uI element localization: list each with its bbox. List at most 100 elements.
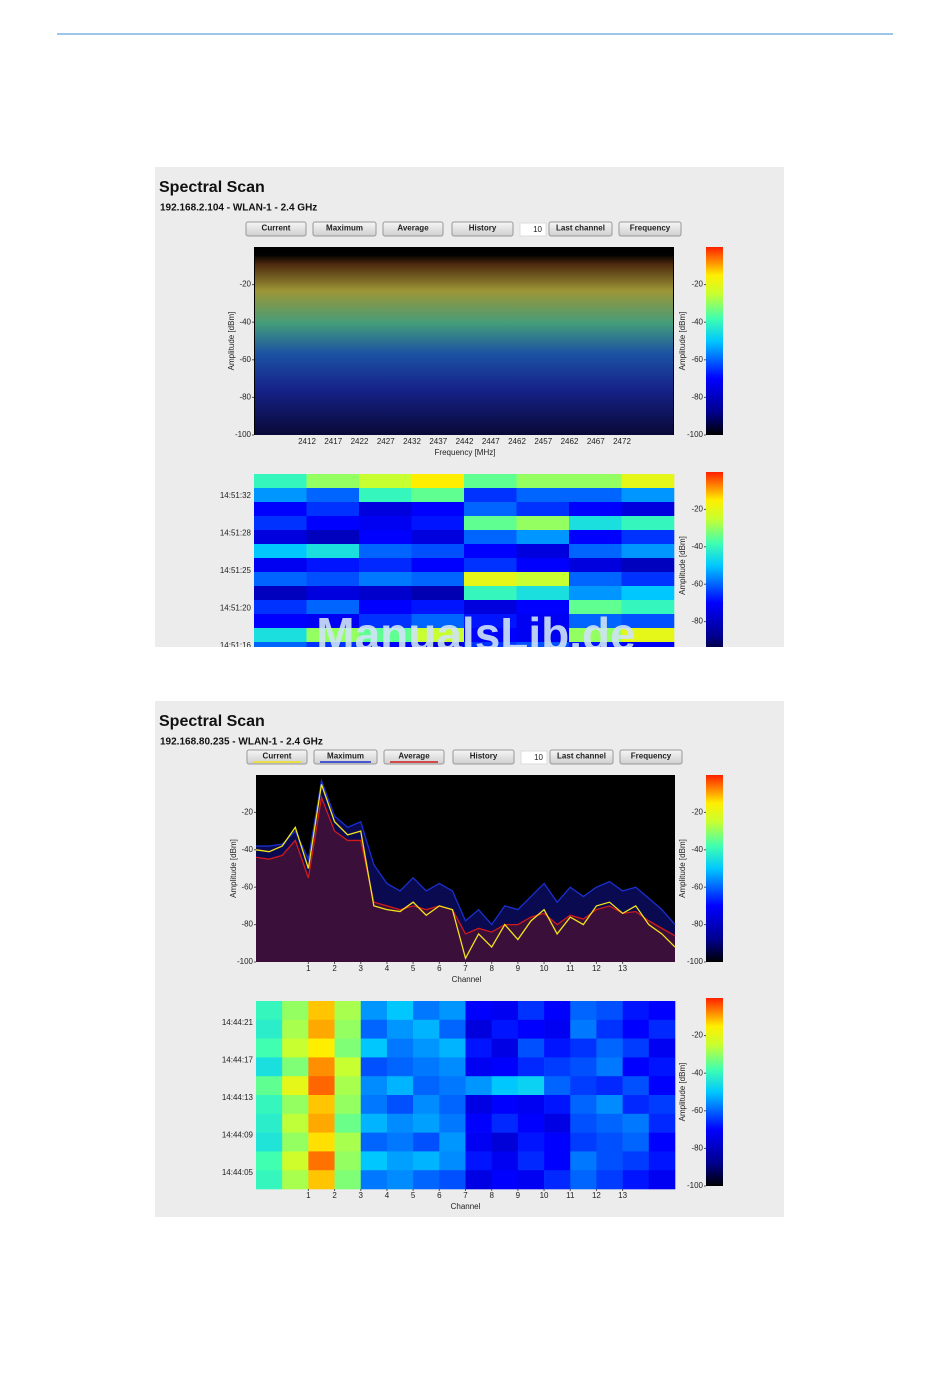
x-tick-label: 2462 [561, 437, 579, 446]
colorbar-tick-label: -80 [691, 920, 703, 929]
heatmap-cell [596, 1151, 623, 1171]
heatmap-cell [254, 656, 307, 670]
x-tick-label: 13 [618, 1191, 627, 1200]
colorbar [706, 998, 723, 1186]
heatmap-cell [569, 586, 622, 601]
button-label[interactable]: Maximum [326, 224, 363, 233]
button-label[interactable]: Average [398, 752, 430, 761]
heatmap-cell [621, 488, 675, 503]
x-tick-label: 2412 [298, 437, 316, 446]
heatmap-cell [622, 1001, 650, 1021]
button-label[interactable]: Current [263, 752, 292, 761]
x-tick-label: 12 [592, 964, 601, 973]
heatmap-cell [359, 614, 412, 629]
heatmap-cell [386, 1113, 414, 1133]
heatmap-cell [254, 530, 307, 545]
heatmap-cell [308, 1019, 335, 1039]
button[interactable] [246, 749, 308, 765]
x-tick-label: 10 [540, 964, 549, 973]
button[interactable] [312, 221, 377, 237]
button[interactable] [618, 221, 682, 237]
button[interactable] [313, 749, 378, 765]
x-tick-label: 2442 [456, 437, 474, 446]
heatmap-cell [254, 516, 307, 531]
button-label[interactable]: History [470, 752, 498, 761]
heatmap-cell [516, 530, 570, 545]
heatmap-cell [516, 586, 570, 601]
x-tick-label: 9 [516, 964, 521, 973]
heatmap-cell [491, 1019, 519, 1039]
button[interactable] [452, 749, 515, 765]
heatmap-cell [648, 1057, 676, 1077]
y-tick-label: -80 [241, 920, 253, 929]
y-tick-label: -20 [239, 280, 251, 289]
x-axis-label: Channel [451, 1202, 481, 1211]
heatmap-cell [413, 1151, 440, 1171]
heatmap-cell [282, 1095, 309, 1115]
heatmap-cell [256, 1132, 283, 1152]
series-area [256, 797, 675, 962]
button-label[interactable]: Frequency [630, 224, 671, 233]
heatmap-cell [464, 656, 517, 670]
button[interactable] [383, 749, 445, 765]
button[interactable] [548, 221, 613, 237]
heatmap-cell [334, 1113, 362, 1133]
heatmap-cell [465, 1170, 492, 1190]
button-label[interactable]: Frequency [631, 752, 672, 761]
button-label[interactable]: Last channel [556, 224, 605, 233]
heatmap-cell [621, 474, 675, 489]
heatmap-cell [254, 614, 307, 629]
heatmap-cell [465, 1038, 492, 1058]
count-input-value[interactable]: 10 [533, 225, 542, 234]
heatmap-cell [411, 488, 465, 503]
button[interactable] [619, 749, 683, 765]
heatmap-cell [386, 1019, 414, 1039]
button-label[interactable]: Current [262, 224, 291, 233]
x-tick-label: 2472 [613, 437, 631, 446]
heatmap-cell [544, 1057, 571, 1077]
heatmap-cell [491, 1113, 519, 1133]
heatmap-cell [254, 600, 307, 615]
heatmap-cell [622, 1057, 650, 1077]
heatmap-cell [648, 1113, 676, 1133]
button-label[interactable]: Average [397, 224, 429, 233]
heatmap-cell [359, 558, 412, 573]
count-input[interactable] [520, 750, 548, 765]
heatmap-cell [517, 1151, 545, 1171]
button-label[interactable]: History [469, 224, 497, 233]
heatmap-cell [621, 502, 675, 517]
heatmap-cell [622, 1132, 650, 1152]
button[interactable] [451, 221, 514, 237]
x-tick-label: 1 [306, 964, 311, 973]
heatmap-cell [306, 474, 360, 489]
y-tick-label: -80 [239, 393, 251, 402]
button[interactable] [382, 221, 444, 237]
heatmap-cell [491, 1076, 519, 1096]
heatmap-cell [516, 572, 570, 587]
button-label[interactable]: Last channel [557, 752, 606, 761]
heatmap-cell [465, 1113, 492, 1133]
button-label[interactable]: Maximum [327, 752, 364, 761]
y-axis-label-right: Amplitude [dBm] [678, 312, 687, 371]
colorbar-tick-label: -100 [687, 1181, 704, 1190]
button[interactable] [245, 221, 307, 237]
colorbar [706, 775, 723, 962]
heatmap-cell [569, 656, 622, 670]
heatmap-cell [465, 1095, 492, 1115]
count-input-value[interactable]: 10 [534, 753, 543, 762]
heatmap-cell [464, 572, 517, 587]
count-input[interactable] [519, 222, 547, 237]
heatmap-cell [544, 1113, 571, 1133]
colorbar-tick-label: -20 [691, 1031, 703, 1040]
watermark: ManualsLib.de [316, 608, 635, 660]
colorbar-tick-label: -80 [691, 393, 703, 402]
heatmap-cell [306, 628, 360, 643]
heatmap-cell [256, 1038, 283, 1058]
heatmap-cell [569, 628, 622, 643]
heatmap-cell [621, 614, 675, 629]
heatmap-cell [517, 656, 570, 670]
button[interactable] [549, 749, 614, 765]
colorbar-tick-label: -20 [691, 280, 703, 289]
heatmap-cell [622, 1151, 650, 1171]
heatmap-cell [464, 628, 517, 643]
